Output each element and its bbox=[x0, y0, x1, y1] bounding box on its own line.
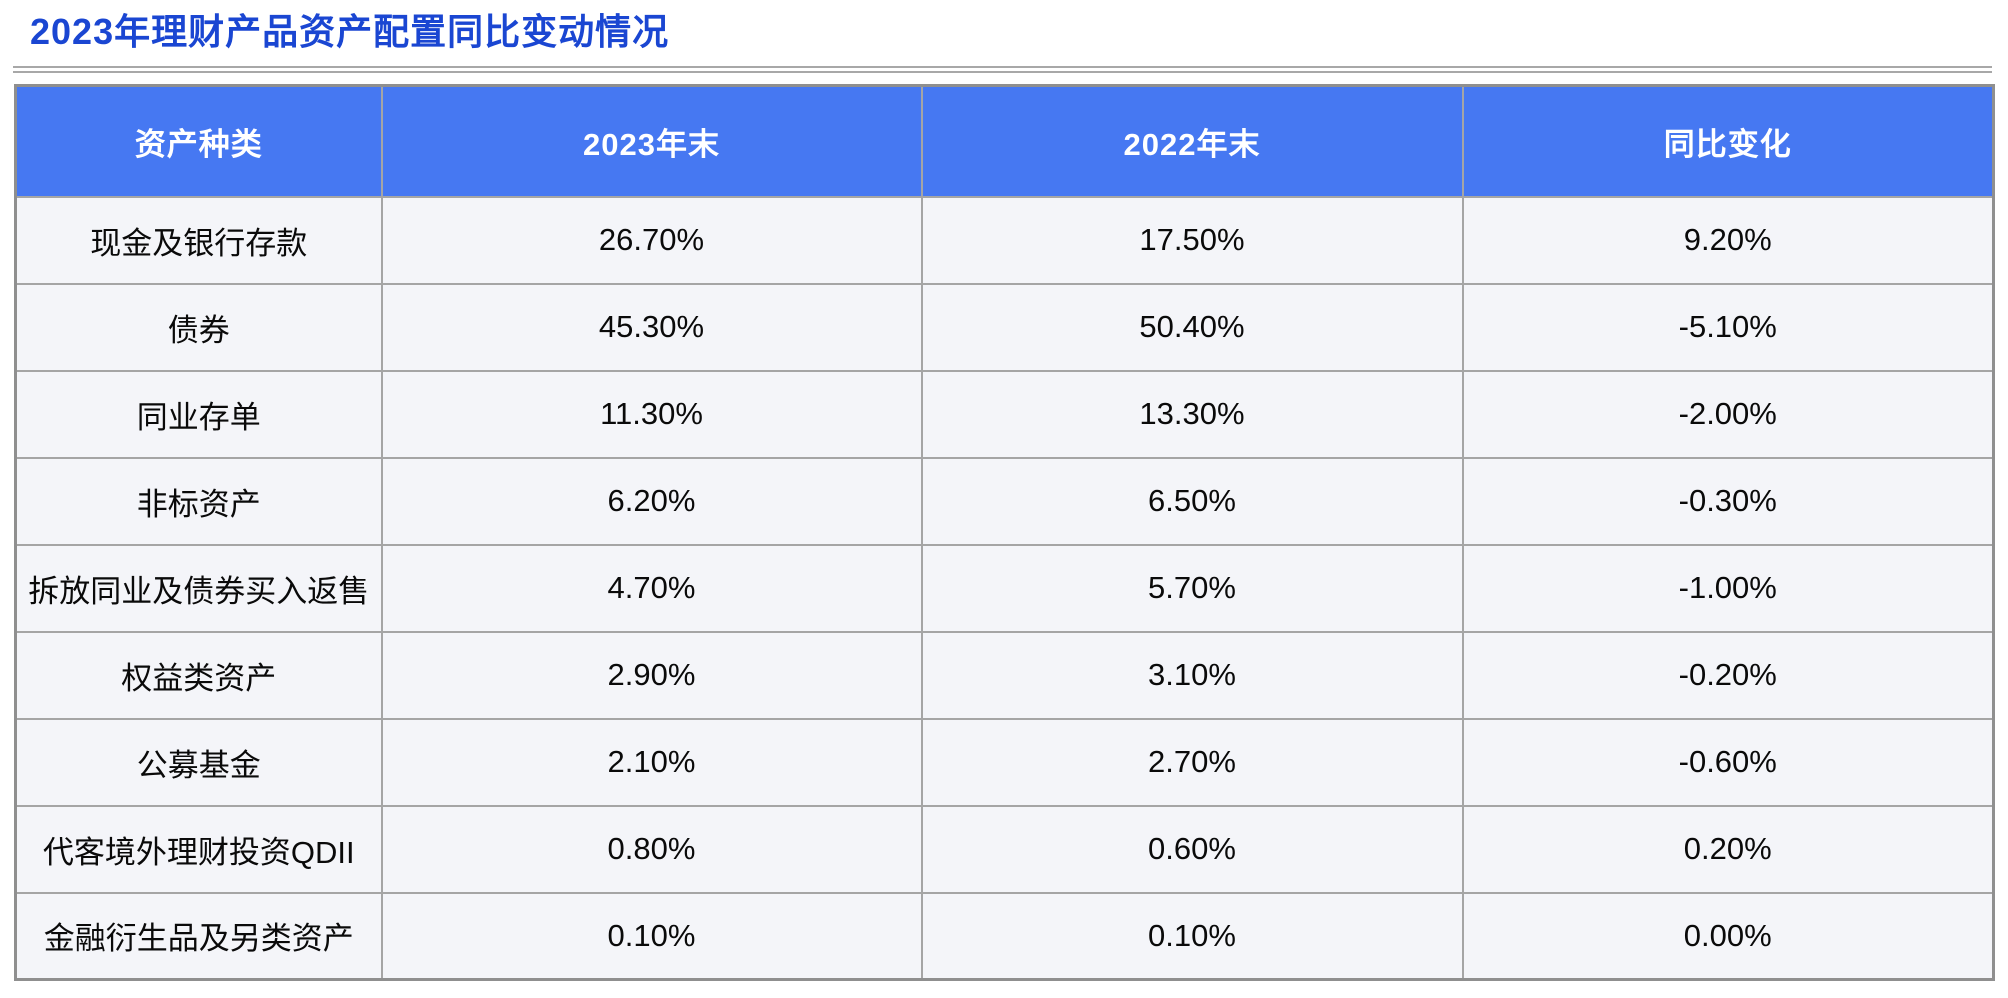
value-2023-cell: 2.10% bbox=[380, 717, 923, 807]
column-header-yoy-change: 同比变化 bbox=[1461, 84, 1995, 198]
yoy-change-cell: -2.00% bbox=[1461, 369, 1995, 459]
value-2023-cell: 11.30% bbox=[380, 369, 923, 459]
value-2022-cell: 0.10% bbox=[920, 891, 1464, 981]
asset-type-cell: 债券 bbox=[14, 282, 383, 372]
value-2022-cell: 3.10% bbox=[920, 630, 1464, 720]
asset-type-cell: 代客境外理财投资QDII bbox=[14, 804, 383, 894]
value-2023-cell: 6.20% bbox=[380, 456, 923, 546]
table-row: 现金及银行存款 26.70% 17.50% 9.20% bbox=[14, 195, 1995, 285]
yoy-change-cell: 0.00% bbox=[1461, 891, 1995, 981]
yoy-change-cell: 0.20% bbox=[1461, 804, 1995, 894]
asset-type-cell: 权益类资产 bbox=[14, 630, 383, 720]
value-2023-cell: 0.10% bbox=[380, 891, 923, 981]
table-row: 金融衍生品及另类资产 0.10% 0.10% 0.00% bbox=[14, 891, 1995, 981]
header-row: 资产种类 2023年末 2022年末 同比变化 bbox=[14, 84, 1995, 198]
value-2022-cell: 2.70% bbox=[920, 717, 1464, 807]
value-2022-cell: 5.70% bbox=[920, 543, 1464, 633]
yoy-change-cell: -5.10% bbox=[1461, 282, 1995, 372]
value-2023-cell: 0.80% bbox=[380, 804, 923, 894]
table-row: 代客境外理财投资QDII 0.80% 0.60% 0.20% bbox=[14, 804, 1995, 894]
value-2023-cell: 45.30% bbox=[380, 282, 923, 372]
table-row: 拆放同业及债券买入返售 4.70% 5.70% -1.00% bbox=[14, 543, 1995, 633]
value-2023-cell: 26.70% bbox=[380, 195, 923, 285]
asset-type-cell: 现金及银行存款 bbox=[14, 195, 383, 285]
asset-type-cell: 公募基金 bbox=[14, 717, 383, 807]
value-2023-cell: 4.70% bbox=[380, 543, 923, 633]
value-2023-cell: 2.90% bbox=[380, 630, 923, 720]
title-divider bbox=[13, 66, 1992, 73]
yoy-change-cell: -1.00% bbox=[1461, 543, 1995, 633]
asset-type-cell: 同业存单 bbox=[14, 369, 383, 459]
asset-allocation-table: 资产种类 2023年末 2022年末 同比变化 现金及银行存款 26.70% 1… bbox=[14, 84, 1995, 981]
value-2022-cell: 13.30% bbox=[920, 369, 1464, 459]
value-2022-cell: 50.40% bbox=[920, 282, 1464, 372]
asset-type-cell: 非标资产 bbox=[14, 456, 383, 546]
asset-type-cell: 金融衍生品及另类资产 bbox=[14, 891, 383, 981]
table-row: 同业存单 11.30% 13.30% -2.00% bbox=[14, 369, 1995, 459]
yoy-change-cell: -0.20% bbox=[1461, 630, 1995, 720]
table-row: 权益类资产 2.90% 3.10% -0.20% bbox=[14, 630, 1995, 720]
column-header-2023-end: 2023年末 bbox=[380, 84, 923, 198]
table-row: 债券 45.30% 50.40% -5.10% bbox=[14, 282, 1995, 372]
yoy-change-cell: 9.20% bbox=[1461, 195, 1995, 285]
value-2022-cell: 6.50% bbox=[920, 456, 1464, 546]
column-header-2022-end: 2022年末 bbox=[920, 84, 1464, 198]
table-row: 非标资产 6.20% 6.50% -0.30% bbox=[14, 456, 1995, 546]
value-2022-cell: 17.50% bbox=[920, 195, 1464, 285]
table-row: 公募基金 2.10% 2.70% -0.60% bbox=[14, 717, 1995, 807]
value-2022-cell: 0.60% bbox=[920, 804, 1464, 894]
page-title: 2023年理财产品资产配置同比变动情况 bbox=[30, 11, 670, 52]
yoy-change-cell: -0.30% bbox=[1461, 456, 1995, 546]
asset-type-cell: 拆放同业及债券买入返售 bbox=[14, 543, 383, 633]
yoy-change-cell: -0.60% bbox=[1461, 717, 1995, 807]
column-header-asset-type: 资产种类 bbox=[14, 84, 383, 198]
